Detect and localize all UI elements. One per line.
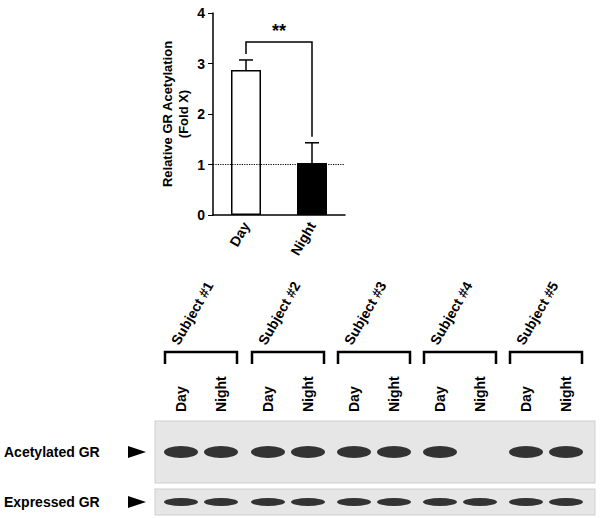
svg-text:1: 1 [197, 157, 205, 173]
svg-text:**: ** [272, 21, 286, 41]
svg-text:Day: Day [173, 386, 189, 412]
svg-text:Acetylated GR: Acetylated GR [4, 444, 100, 460]
svg-text:4: 4 [197, 5, 205, 21]
svg-text:Night: Night [300, 376, 316, 412]
svg-text:0: 0 [197, 207, 205, 223]
svg-text:Expressed GR: Expressed GR [4, 494, 100, 510]
svg-text:Day: Day [346, 386, 362, 412]
svg-text:Subject #2: Subject #2 [255, 279, 304, 348]
svg-text:Night: Night [287, 219, 319, 258]
svg-text:Night: Night [472, 376, 488, 412]
svg-text:Subject #5: Subject #5 [513, 279, 562, 348]
svg-text:2: 2 [197, 106, 205, 122]
svg-text:Subject #3: Subject #3 [341, 279, 390, 348]
svg-text:(Fold X): (Fold X) [176, 90, 191, 138]
svg-text:Night: Night [558, 376, 574, 412]
svg-text:Day: Day [518, 386, 534, 412]
svg-text:Night: Night [213, 376, 229, 412]
svg-text:Day: Day [226, 219, 253, 249]
svg-text:Relative GR Acetylation: Relative GR Acetylation [160, 41, 175, 187]
svg-text:Subject #1: Subject #1 [168, 279, 217, 348]
svg-text:Night: Night [386, 376, 402, 412]
svg-text:Day: Day [432, 386, 448, 412]
svg-text:Subject #4: Subject #4 [427, 279, 476, 348]
svg-text:Day: Day [260, 386, 276, 412]
svg-text:3: 3 [197, 56, 205, 72]
